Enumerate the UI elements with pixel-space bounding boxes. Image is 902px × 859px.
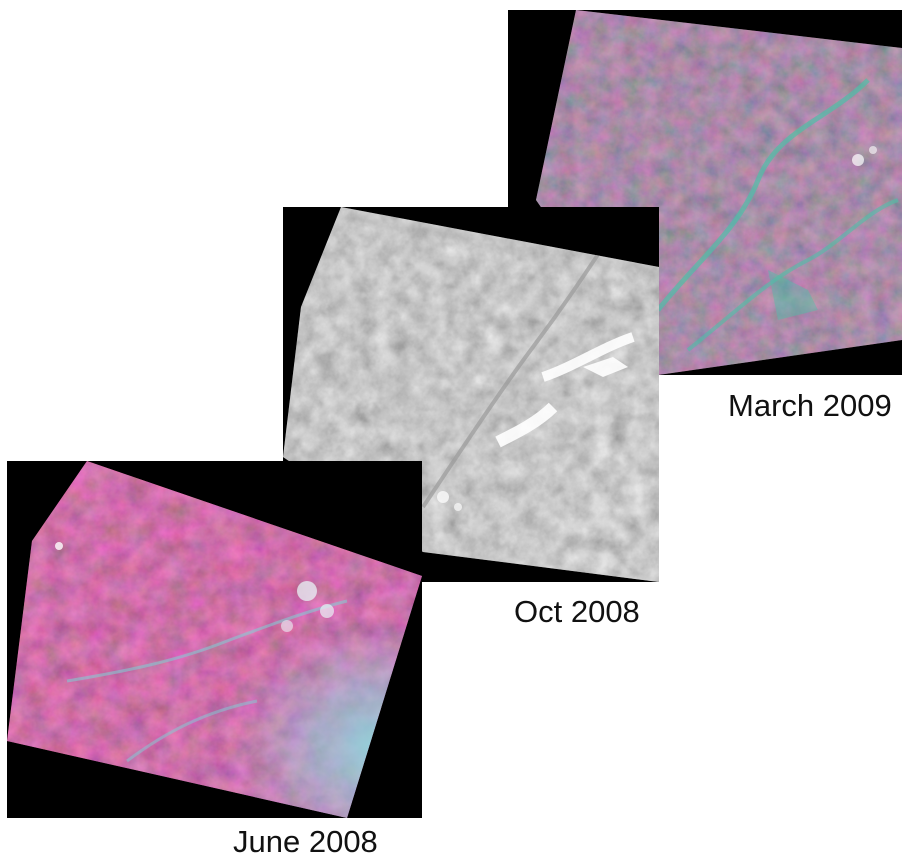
caption-oct-2008: Oct 2008 <box>514 594 640 629</box>
satellite-image-oct-2008-svg <box>283 207 659 582</box>
satellite-image-june-2008-svg <box>7 461 422 818</box>
caption-march-2009: March 2009 <box>728 388 892 423</box>
satellite-image-june-2008 <box>7 461 422 818</box>
satellite-image-oct-2008 <box>283 207 659 582</box>
caption-june-2008: June 2008 <box>233 824 378 859</box>
